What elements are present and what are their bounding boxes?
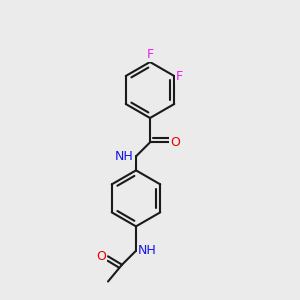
Text: NH: NH	[138, 244, 157, 257]
Text: F: F	[146, 48, 154, 61]
Text: F: F	[176, 70, 183, 83]
Text: O: O	[170, 136, 180, 149]
Text: NH: NH	[115, 150, 134, 163]
Text: O: O	[96, 250, 106, 263]
